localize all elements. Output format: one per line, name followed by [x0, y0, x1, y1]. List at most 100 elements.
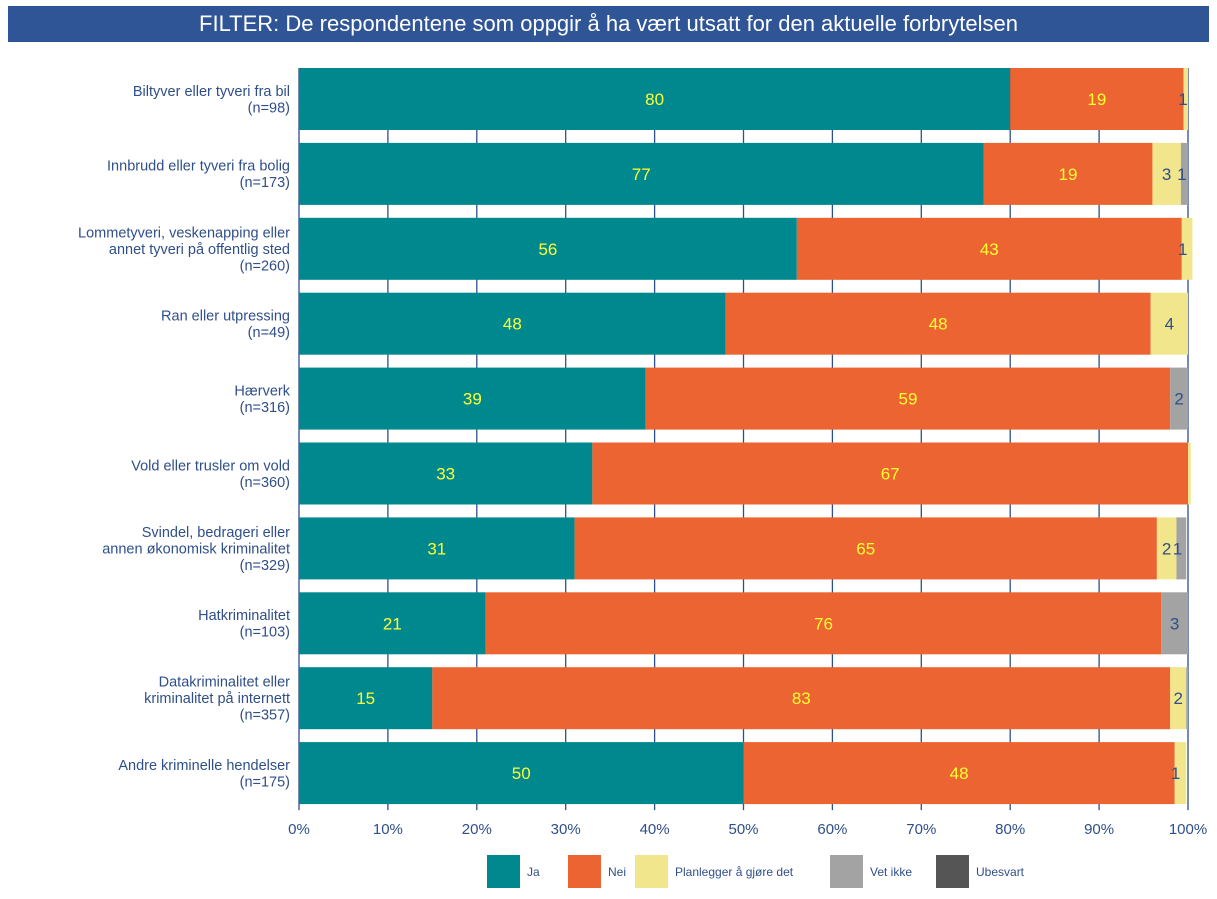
- category-label: Lommetyveri, veskenapping eller annet tyv…: [78, 225, 290, 274]
- bar-segment-nei: [432, 667, 1171, 730]
- bar-segment-nei: [983, 142, 1153, 205]
- legend-swatch: [568, 855, 601, 888]
- legend-label: Planlegger å gjøre det: [675, 865, 794, 879]
- bar-segment-ja: [299, 142, 984, 205]
- category-label-line: annen økonomisk kriminalitet: [102, 541, 290, 557]
- data-label: 21: [383, 614, 402, 633]
- data-label: 33: [436, 465, 455, 484]
- legend-swatch: [936, 855, 969, 888]
- category-label: Ran eller utpressing (n=49): [161, 308, 290, 341]
- bar-segment-ja: [299, 442, 593, 505]
- category-label-line: (n=357): [240, 708, 290, 724]
- x-tick-label: 50%: [728, 821, 758, 838]
- legend-label: Ubesvart: [976, 865, 1025, 879]
- bar-segment-planlegger-gj-re-det: [1183, 68, 1188, 130]
- data-label: 48: [950, 764, 969, 783]
- bar-segment-planlegger-gj-re-det: [1156, 517, 1177, 580]
- filter-header: FILTER: De respondentene som oppgir å ha…: [8, 6, 1209, 42]
- bar-segment-nei: [796, 217, 1182, 280]
- data-label: 43: [980, 240, 999, 259]
- data-label: 3: [1162, 165, 1171, 184]
- data-label: 80: [645, 90, 664, 109]
- data-label: 19: [1087, 90, 1106, 109]
- category-label-line: annet tyveri på offentlig sted: [109, 242, 290, 258]
- bar-segment-ja: [299, 667, 433, 730]
- category-label-line: (n=360): [240, 475, 290, 491]
- category-label-line: (n=316): [240, 400, 290, 416]
- bar-segment-vet-ikke: [1161, 592, 1188, 655]
- category-labels: Biltyver eller tyveri fra bil (n=98) Innbr…: [78, 84, 291, 791]
- data-label: 67: [881, 465, 900, 484]
- category-label: Hærverk (n=316): [234, 383, 290, 416]
- bar-segment-planlegger-gj-re-det: [1181, 217, 1193, 280]
- bar-segment-nei: [645, 367, 1171, 430]
- bar-segment-vet-ikke: [1176, 517, 1187, 580]
- data-label: 1: [1178, 240, 1187, 259]
- x-tick-label: 10%: [373, 821, 403, 838]
- legend-label: Vet ikke: [870, 865, 912, 879]
- data-label: 1: [1173, 539, 1182, 558]
- data-label: 59: [899, 390, 918, 409]
- bar-segment-nei: [1010, 68, 1184, 130]
- bar-segment-nei: [485, 592, 1162, 655]
- data-label: 65: [856, 539, 875, 558]
- bar-segment-ja: [299, 68, 1011, 130]
- category-label-line: Vold eller trusler om vold: [131, 458, 290, 474]
- bar-segment-vet-ikke: [1186, 667, 1188, 730]
- legend: Ja Nei Planlegger å gjøre det Vet ikke Ubesv…: [487, 855, 1025, 888]
- bar-segment-planlegger-gj-re-det: [1174, 742, 1187, 805]
- data-label: 2: [1162, 539, 1171, 558]
- bar-segment-planlegger-gj-re-det: [1152, 142, 1181, 205]
- legend-swatch: [487, 855, 520, 888]
- data-label: 83: [792, 689, 811, 708]
- data-label: 50: [512, 764, 531, 783]
- category-label-line: Lommetyveri, veskenapping eller: [78, 225, 290, 241]
- bar-segment-planlegger-gj-re-det: [1188, 442, 1191, 505]
- data-label: 1: [1178, 90, 1187, 109]
- legend-label: Nei: [608, 865, 626, 879]
- data-label: 15: [356, 689, 375, 708]
- x-tick-label: 60%: [817, 821, 847, 838]
- bar-segment-nei: [725, 292, 1151, 355]
- data-label: 48: [503, 315, 522, 334]
- data-label: 3: [1170, 614, 1179, 633]
- bar-segment-vet-ikke: [1180, 142, 1188, 205]
- category-label: Biltyver eller tyveri fra bil (n=98): [133, 84, 290, 117]
- category-label-line: Ran eller utpressing: [161, 308, 290, 324]
- category-label-line: Andre kriminelle hendelser: [118, 758, 290, 774]
- category-label: Innbrudd eller tyveri fra bolig (n=173): [107, 159, 290, 192]
- data-label: 1: [1171, 764, 1180, 783]
- category-label-line: kriminalitet på internett: [144, 691, 290, 707]
- data-label: 56: [538, 240, 557, 259]
- category-label-line: (n=173): [240, 175, 290, 191]
- data-label: 2: [1174, 390, 1183, 409]
- data-label: 77: [632, 165, 651, 184]
- category-label-line: (n=98): [248, 100, 290, 116]
- data-label: 2: [1173, 689, 1182, 708]
- bar-segment-nei: [574, 517, 1157, 580]
- bar-segment-ja: [299, 742, 744, 805]
- bar-segment-ja: [299, 517, 575, 580]
- category-label-line: Svindel, bedrageri eller: [142, 525, 290, 541]
- data-label: 4: [1165, 315, 1174, 334]
- bar-segment-planlegger-gj-re-det: [1150, 292, 1188, 355]
- category-label-line: (n=260): [240, 258, 290, 274]
- category-label: Hatkriminalitet (n=103): [198, 608, 290, 641]
- category-label-line: (n=49): [248, 325, 290, 341]
- data-label: 31: [427, 539, 446, 558]
- bar-segment-ja: [299, 592, 486, 655]
- category-label: Svindel, bedrageri eller annen økonomisk …: [102, 525, 290, 574]
- x-tick-label: 100%: [1169, 821, 1207, 838]
- category-label-line: (n=329): [240, 558, 290, 574]
- legend-swatch: [635, 855, 668, 888]
- data-label: 76: [814, 614, 833, 633]
- category-label-line: (n=175): [240, 774, 290, 790]
- bar-segment-planlegger-gj-re-det: [1170, 667, 1187, 730]
- bar-segment-ja: [299, 292, 726, 355]
- category-label-line: Hærverk: [234, 383, 290, 399]
- x-tick-label: 30%: [551, 821, 581, 838]
- bar-segment-nei: [592, 442, 1188, 505]
- category-label-line: (n=103): [240, 625, 290, 641]
- legend-label: Ja: [527, 865, 540, 879]
- bar-segment-ja: [299, 217, 797, 280]
